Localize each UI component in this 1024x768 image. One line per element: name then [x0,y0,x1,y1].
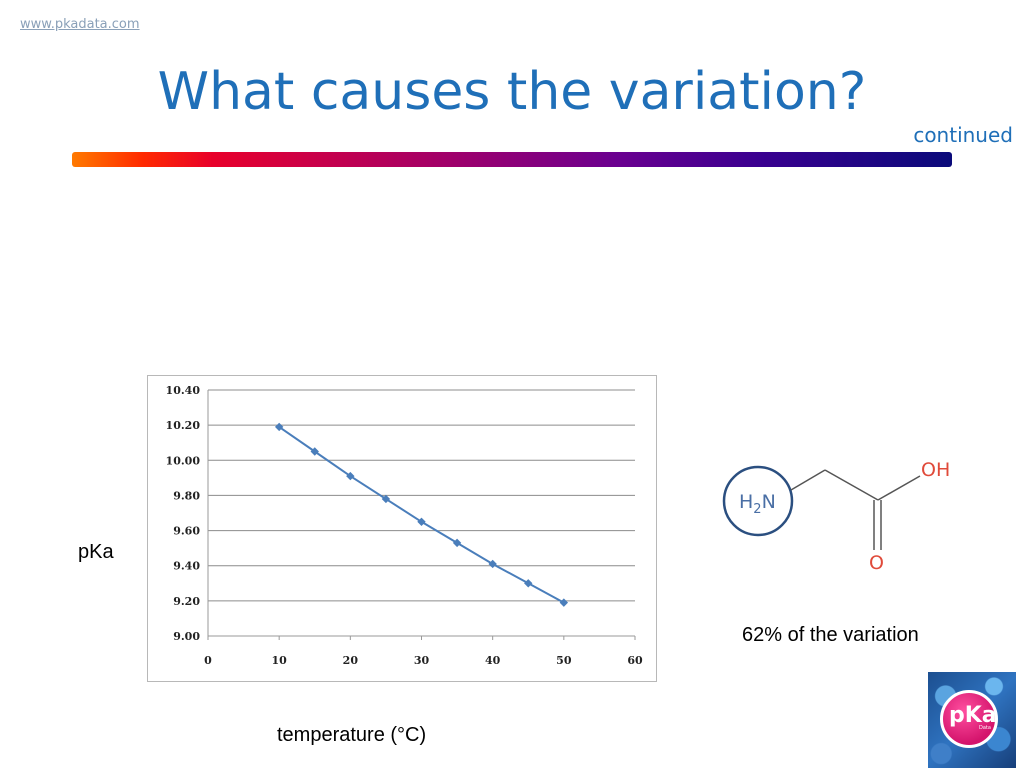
data-point [346,471,355,481]
y-tick-label: 10.00 [166,454,201,467]
y-tick-label: 9.80 [173,489,200,502]
chart-frame: 9.00 9.20 9.40 9.60 9.80 10.00 10.20 10.40 0 10 20… [147,375,657,682]
data-point [488,559,497,569]
x-tick-label: 10 [272,654,288,667]
y-tick-label: 9.20 [173,595,200,608]
bond-c-c [824,469,879,501]
y-tick-label: 9.60 [173,525,200,538]
x-tick-label: 40 [485,654,501,667]
y-tick-label: 10.20 [166,419,201,432]
data-point [381,494,391,504]
glycine-structure: H2N OH O [715,450,985,585]
x-tick-label: 60 [627,654,643,667]
y-tick-label: 9.00 [173,630,200,643]
data-point [310,447,319,456]
amine-highlight-circle [722,465,794,537]
y-tick-label: 10.40 [166,384,201,397]
site-link[interactable]: www.pkadata.com [20,17,140,32]
variation-caption: 62% of the variation [742,624,919,646]
carbonyl-oxygen: O [869,552,884,574]
data-point [274,422,284,432]
data-point [452,538,462,548]
slide-subtitle: continued [913,123,1013,147]
x-axis-label: temperature (°C) [277,724,427,746]
x-tick-label: 30 [414,654,430,667]
hydroxyl-group: OH [921,459,950,481]
amine-group: H2N [739,491,776,517]
x-tick-label: 20 [343,654,359,667]
y-axis-label: pKa [78,541,114,563]
bond-c-oh [877,475,921,501]
pkadata-logo: pKa Data [928,672,1016,768]
series-line [278,426,565,604]
logo-subtext: Data [979,725,991,731]
pka-temperature-chart: 9.00 9.20 9.40 9.60 9.80 10.00 10.20 10.40 0 10 20… [166,384,643,667]
x-tick-label: 0 [204,654,212,667]
bond-n-c [790,469,826,491]
gradient-divider [72,152,952,167]
slide-title: What causes the variation? [157,62,867,122]
logo-text: pKa [949,703,997,728]
data-point [559,598,569,607]
x-tick-label: 50 [556,654,572,667]
logo-circle: pKa Data [940,690,998,748]
y-tick-label: 9.40 [173,560,200,573]
data-point [524,579,533,588]
